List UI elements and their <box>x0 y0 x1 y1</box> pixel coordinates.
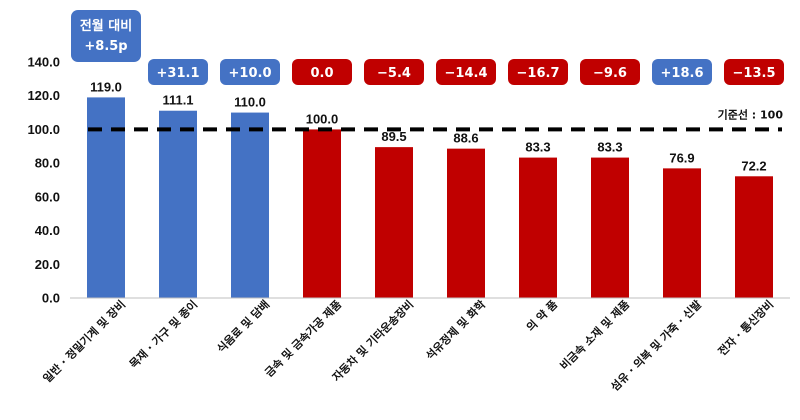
change-badge: −5.4 <box>364 59 424 85</box>
bar-value-label: 89.5 <box>381 129 406 144</box>
bars <box>87 97 773 299</box>
bar <box>735 176 773 298</box>
bar-value-label: 83.3 <box>525 140 550 155</box>
change-badge-box <box>508 59 568 85</box>
change-badge-label: 전월 대비 <box>80 18 132 34</box>
y-tick-label: 40.0 <box>35 223 60 238</box>
category-label: 일반 · 정밀기계 및 장비 <box>40 297 128 385</box>
change-badge-box <box>148 59 208 85</box>
change-badge-label: +8.5p <box>84 39 127 54</box>
change-badge-box <box>292 59 352 85</box>
bar-value-label: 110.0 <box>234 95 266 110</box>
bar-value-label: 100.0 <box>306 111 339 126</box>
change-badge-box <box>71 10 141 62</box>
category-label: 비금속 소재 및 제품 <box>557 297 632 372</box>
bar-value-label: 83.3 <box>597 140 622 155</box>
reference-line-group: 기준선 : 100 <box>88 107 784 132</box>
change-badge: −9.6 <box>580 59 640 85</box>
y-tick-label: 60.0 <box>35 189 60 204</box>
change-badge: −13.5 <box>724 59 784 85</box>
bar <box>375 147 413 298</box>
change-badge-label: −16.7 <box>517 66 560 81</box>
change-badge: +18.6 <box>652 59 712 85</box>
category-label: 전자 · 통신장비 <box>715 297 776 358</box>
change-badge-label: +31.1 <box>157 66 200 81</box>
change-badge-box <box>580 59 640 85</box>
category-label: 석유정제 및 화학 <box>423 297 488 362</box>
category-label: 금속 및 금속가공 제품 <box>262 297 344 379</box>
change-badge-box <box>652 59 712 85</box>
category-label: 목재 · 가구 및 종이 <box>126 297 200 371</box>
y-tick-label: 80.0 <box>35 156 60 171</box>
y-tick-label: 140.0 <box>27 55 60 70</box>
change-badge-label: +18.6 <box>661 66 704 81</box>
change-badge: −16.7 <box>508 59 568 85</box>
bar <box>591 157 629 298</box>
change-badge: +10.0 <box>220 59 280 85</box>
y-tick-label: 20.0 <box>35 257 60 272</box>
change-badge-box <box>436 59 496 85</box>
change-badge-label: +10.0 <box>229 66 272 81</box>
category-label: 의 약 품 <box>523 297 560 334</box>
reference-line-label: 기준선 : 100 <box>718 107 784 121</box>
y-tick-label: 120.0 <box>27 88 60 103</box>
change-badge: 0.0 <box>292 59 352 85</box>
value-labels: 119.0 111.1 110.0 100.0 89.5 88.6 83.3 83.3 76.9… <box>90 79 767 173</box>
bar-value-label: 72.2 <box>741 158 766 173</box>
change-badge-box <box>220 59 280 85</box>
change-badge-label: −13.5 <box>733 66 776 81</box>
bar <box>447 148 485 298</box>
category-label: 식음료 및 담배 <box>214 297 272 355</box>
bar <box>303 129 341 298</box>
change-badge-label: −5.4 <box>377 66 411 81</box>
change-badge-label: −14.4 <box>445 66 488 81</box>
change-badge-label: −9.6 <box>593 66 627 81</box>
bar <box>231 112 269 298</box>
category-label: 자동차 및 기타운송장비 <box>329 297 416 384</box>
bar-value-label: 111.1 <box>162 93 193 108</box>
change-badge-box <box>724 59 784 85</box>
change-badge-label: 0.0 <box>310 66 333 81</box>
change-badge: +31.1 <box>148 59 208 85</box>
bar-value-label: 88.6 <box>453 131 478 146</box>
y-tick-label: 100.0 <box>27 122 60 137</box>
change-badge-box <box>364 59 424 85</box>
change-badge: −14.4 <box>436 59 496 85</box>
change-badge: 전월 대비 +8.5p <box>71 10 141 62</box>
y-tick-label: 0.0 <box>42 291 60 306</box>
bar-value-label: 76.9 <box>669 150 694 165</box>
bar <box>519 157 557 298</box>
bar-value-label: 119.0 <box>90 79 122 94</box>
y-axis: 0.0 20.0 40.0 60.0 80.0 100.0 120.0 140.0 <box>27 55 60 306</box>
bar <box>663 168 701 298</box>
bar <box>159 110 197 299</box>
change-badges: 전월 대비 +8.5p +31.1 +10.0 0.0 −5.4 −14.4 −16.7 −9.… <box>71 10 784 85</box>
